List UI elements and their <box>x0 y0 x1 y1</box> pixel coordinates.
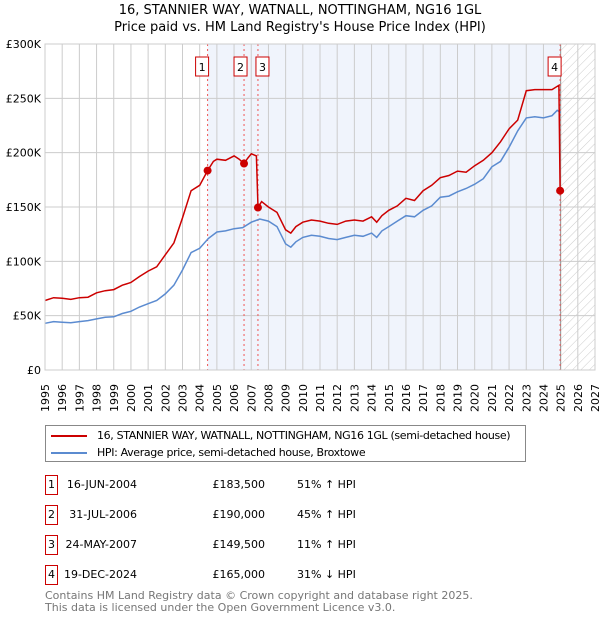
x-tick-label: 2022 <box>503 384 516 412</box>
sale-number: 3 <box>45 535 58 555</box>
legend-red-swatch <box>51 434 87 437</box>
x-tick-label: 2005 <box>211 384 224 412</box>
sale-point <box>240 159 249 168</box>
x-tick-label: 1999 <box>108 384 121 412</box>
x-tick-label: 2006 <box>228 384 241 412</box>
sale-price: £190,000 <box>212 508 266 521</box>
sale-date: 16-JUN-2004 <box>66 478 137 491</box>
x-tick-label: 2003 <box>177 384 190 412</box>
y-tick-label: £250K <box>6 92 42 105</box>
sale-hpi: 11% ↑ HPI <box>297 538 356 551</box>
sale-label-box <box>233 56 248 77</box>
x-tick-label: 1997 <box>73 384 86 412</box>
x-tick-label: 2008 <box>262 384 275 412</box>
y-tick-label: £100K <box>6 255 42 268</box>
x-tick-label: 2000 <box>125 384 138 412</box>
table-row: 2 31-JUL-2006 £190,000 45% ↑ HPI <box>45 505 545 525</box>
chart-title: 16, STANNIER WAY, WATNALL, NOTTINGHAM, N… <box>118 3 482 18</box>
sale-label: 2 <box>237 61 244 74</box>
x-tick-label: 1996 <box>56 384 69 412</box>
x-tick-label: 2021 <box>486 384 499 412</box>
y-tick-label: £300K <box>6 38 42 51</box>
sale-number: 4 <box>45 565 58 585</box>
price-chart: 1995 1996 1997 1998 1999 2000 2001 2002 2003 2004… <box>6 38 600 412</box>
x-tick-label: 1995 <box>39 384 52 412</box>
sale-number: 2 <box>45 505 58 525</box>
sale-label: 3 <box>259 61 266 74</box>
x-tick-label: 1998 <box>91 384 104 412</box>
sale-hpi: 51% ↑ HPI <box>297 478 356 491</box>
sale-label: 1 <box>199 61 206 74</box>
x-tick-label: 2019 <box>452 384 465 412</box>
legend-property: 16, STANNIER WAY, WATNALL, NOTTINGHAM, N… <box>97 429 511 442</box>
x-tick-label: 2011 <box>314 384 327 412</box>
sale-point <box>253 203 262 212</box>
x-tick-label: 2020 <box>469 384 482 412</box>
x-tick-label: 2009 <box>280 384 293 412</box>
sale-date: 31-JUL-2006 <box>69 508 137 521</box>
y-tick-label: £200K <box>6 147 42 160</box>
x-tick-label: 2012 <box>331 384 344 412</box>
legend-hpi: HPI: Average price, semi-detached house,… <box>97 446 366 459</box>
legend: 16, STANNIER WAY, WATNALL, NOTTINGHAM, N… <box>45 425 526 462</box>
y-tick-label: £50K <box>13 310 42 323</box>
chart-subtitle: Price paid vs. HM Land Registry's House … <box>114 20 486 35</box>
x-tick-label: 2002 <box>159 384 172 412</box>
sale-price: £149,500 <box>212 538 266 551</box>
x-tick-label: 2026 <box>572 384 585 412</box>
sale-label: 4 <box>551 61 558 74</box>
y-tick-label: £0 <box>27 364 41 377</box>
sale-hpi: 31% ↓ HPI <box>297 568 356 581</box>
x-tick-label: 2023 <box>520 384 533 412</box>
x-tick-label: 2027 <box>589 384 600 412</box>
table-row: 4 19-DEC-2024 £165,000 31% ↓ HPI <box>45 565 545 585</box>
x-tick-label: 2017 <box>417 384 430 412</box>
sale-hpi: 45% ↑ HPI <box>297 508 356 521</box>
sale-point <box>556 186 565 195</box>
table-row: 1 16-JUN-2004 £183,500 51% ↑ HPI <box>45 475 545 495</box>
sale-price: £165,000 <box>212 568 266 581</box>
x-tick-label: 2016 <box>400 384 413 412</box>
x-tick-label: 2024 <box>537 384 550 412</box>
x-tick-label: 2007 <box>245 384 258 412</box>
table-row: 3 24-MAY-2007 £149,500 11% ↑ HPI <box>45 535 545 555</box>
sale-point <box>203 166 212 175</box>
x-tick-label: 2001 <box>142 384 155 412</box>
x-tick-label: 2014 <box>366 384 379 412</box>
sale-label-box <box>255 56 270 77</box>
sale-date: 19-DEC-2024 <box>63 568 137 581</box>
sale-number: 1 <box>45 475 58 495</box>
x-tick-label: 2013 <box>348 384 361 412</box>
sale-label-box <box>195 56 210 77</box>
x-tick-label: 2010 <box>297 384 310 412</box>
y-tick-label: £150K <box>6 201 42 214</box>
footer-licence: This data is licensed under the Open Gov… <box>45 601 396 614</box>
legend-blue-swatch <box>51 451 87 454</box>
property-price-line <box>44 83 561 302</box>
hpi-line <box>44 109 562 325</box>
x-tick-label: 2018 <box>434 384 447 412</box>
sale-date: 24-MAY-2007 <box>65 538 137 551</box>
footer-copyright: Contains HM Land Registry data © Crown c… <box>45 589 473 602</box>
sale-price: £183,500 <box>212 478 266 491</box>
x-tick-label: 2004 <box>194 384 207 412</box>
x-tick-label: 2015 <box>383 384 396 412</box>
sale-label-box <box>547 56 562 77</box>
footer: Contains HM Land Registry data © Crown c… <box>45 590 473 614</box>
plot-frame <box>44 43 596 371</box>
x-tick-label: 2025 <box>555 384 568 412</box>
